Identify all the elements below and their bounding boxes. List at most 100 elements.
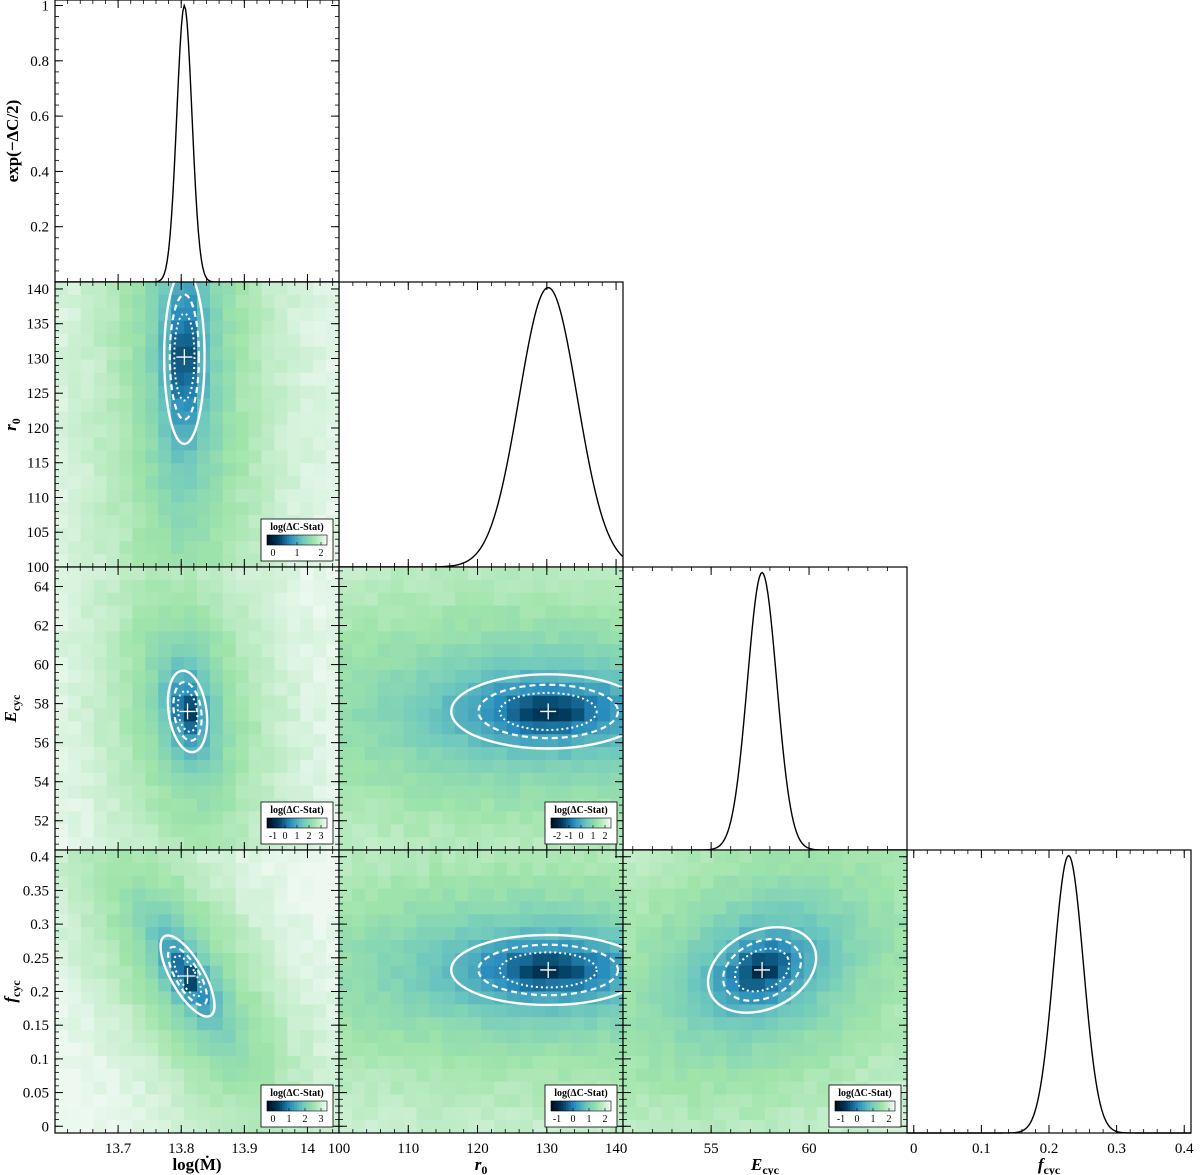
heat-cell bbox=[390, 592, 405, 607]
heat-cell bbox=[106, 914, 121, 928]
heat-cell bbox=[532, 644, 547, 658]
colorbar-swatch bbox=[872, 1101, 876, 1111]
heat-cell bbox=[119, 747, 134, 761]
heat-cell bbox=[584, 747, 598, 761]
heat-cell bbox=[481, 952, 495, 967]
heat-cell bbox=[584, 1004, 598, 1018]
heat-cell bbox=[106, 605, 121, 620]
heat-cell bbox=[545, 721, 560, 735]
heat-cell bbox=[468, 772, 482, 787]
heat-cell bbox=[532, 618, 547, 632]
y-tick-label: 100 bbox=[27, 560, 50, 576]
heat-cell bbox=[145, 695, 159, 710]
heat-cell bbox=[313, 965, 327, 980]
heat-cell bbox=[171, 592, 185, 607]
heat-cell bbox=[519, 837, 534, 850]
heat-cell bbox=[158, 759, 172, 774]
heat-cell bbox=[390, 759, 405, 774]
heat-cell bbox=[558, 695, 572, 710]
heat-cell bbox=[739, 914, 753, 928]
heat-cell bbox=[300, 579, 314, 594]
colorbar-tick-label: -1 bbox=[269, 831, 277, 842]
heat-cell bbox=[545, 888, 560, 903]
heat-cell bbox=[300, 463, 314, 477]
heat-cell bbox=[493, 1042, 508, 1057]
heat-cell bbox=[93, 1042, 108, 1057]
heat-cell bbox=[184, 837, 198, 850]
heat-cell bbox=[235, 1055, 250, 1070]
heat-cell bbox=[184, 862, 198, 877]
heat-cell bbox=[661, 1107, 676, 1121]
heat-cell bbox=[261, 952, 276, 967]
heat-cell bbox=[429, 747, 443, 761]
heat-cell bbox=[274, 605, 288, 620]
heat-cell bbox=[377, 592, 392, 607]
heat-cell bbox=[519, 747, 534, 761]
heat-cell bbox=[209, 824, 224, 838]
heat-cell bbox=[519, 875, 534, 890]
heat-cell bbox=[364, 618, 379, 632]
heat-cell bbox=[235, 708, 250, 722]
heat-cell bbox=[339, 1094, 353, 1108]
heat-cell bbox=[339, 824, 353, 838]
heat-cell bbox=[300, 785, 314, 800]
heat-cell bbox=[313, 1017, 327, 1031]
heat-cell bbox=[55, 927, 69, 941]
heat-cell bbox=[868, 901, 882, 915]
heat-cell bbox=[894, 875, 907, 890]
colorbar-swatch bbox=[289, 535, 293, 545]
heat-cell bbox=[519, 567, 534, 581]
colorbar-tick-label: 0 bbox=[271, 548, 276, 559]
heat-cell bbox=[519, 644, 534, 658]
heat-cell bbox=[803, 1107, 818, 1121]
heat-cell bbox=[145, 669, 159, 684]
heat-cell bbox=[248, 811, 263, 825]
heat-cell bbox=[816, 991, 831, 1005]
heat-cell bbox=[248, 1055, 263, 1070]
heat-cell bbox=[300, 476, 314, 490]
heat-cell bbox=[80, 991, 95, 1005]
heat-cell bbox=[765, 965, 779, 980]
heat-cell bbox=[442, 1042, 456, 1057]
heat-cell bbox=[235, 837, 250, 850]
heat-cell bbox=[351, 631, 366, 645]
heat-cell bbox=[158, 1094, 172, 1108]
y-tick-label: 56 bbox=[34, 736, 50, 752]
heat-cell bbox=[571, 605, 585, 620]
heat-cell bbox=[171, 1081, 185, 1096]
heat-cell bbox=[222, 798, 237, 813]
heat-cell bbox=[274, 657, 288, 671]
heat-cell bbox=[67, 618, 82, 632]
heat-cell bbox=[506, 1094, 521, 1108]
heat-cell bbox=[67, 824, 82, 838]
heat-cell bbox=[390, 1055, 405, 1070]
heat-cell bbox=[390, 682, 405, 697]
heat-cell bbox=[209, 398, 224, 413]
heat-cell bbox=[842, 991, 856, 1005]
heat-cell bbox=[171, 294, 185, 309]
heat-cell bbox=[532, 837, 547, 850]
heat-cell bbox=[597, 940, 611, 954]
heat-cell bbox=[777, 1017, 792, 1031]
y-tick-label: 140 bbox=[27, 282, 50, 298]
heat-cell bbox=[597, 875, 611, 890]
colorbar-swatch bbox=[269, 1101, 273, 1111]
heat-cell bbox=[493, 1068, 508, 1083]
heat-cell bbox=[93, 824, 108, 838]
heat-cell bbox=[287, 359, 301, 374]
colorbar-swatch bbox=[571, 1101, 574, 1111]
heat-cell bbox=[158, 502, 172, 516]
heat-cell bbox=[248, 644, 263, 658]
heat-cell bbox=[339, 772, 353, 787]
heat-cell bbox=[519, 592, 534, 607]
heat-cell bbox=[455, 927, 469, 941]
colorbar-frame bbox=[266, 1100, 328, 1112]
heat-cell bbox=[67, 952, 82, 967]
heat-cell bbox=[481, 1017, 495, 1031]
heat-cell bbox=[429, 850, 443, 864]
heat-cell bbox=[532, 824, 547, 838]
heat-cell bbox=[803, 1017, 818, 1031]
heat-cell bbox=[80, 1055, 95, 1070]
heat-cell bbox=[519, 862, 534, 877]
heat-cell bbox=[313, 618, 327, 632]
